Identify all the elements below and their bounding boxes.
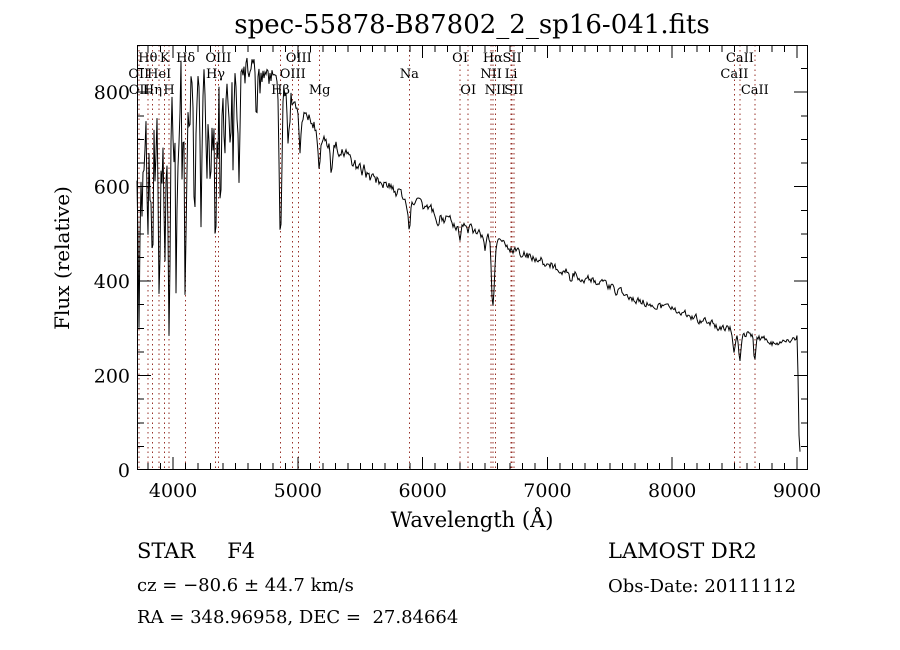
y-tick-label: 400 — [94, 271, 130, 293]
x-tick-label: 4000 — [149, 480, 197, 502]
spectral-line-label: OII — [129, 83, 150, 98]
x-tick-label: 5000 — [274, 480, 322, 502]
plot-frame — [136, 44, 809, 471]
classification-text: STAR F4 — [137, 539, 255, 563]
spectral-line-label: CaII — [726, 51, 754, 66]
spectral-line-label: Hβ — [271, 83, 290, 98]
x-tick-label: 8000 — [648, 480, 696, 502]
spectral-line-label: SII — [503, 51, 522, 66]
spectral-line-label: CaII — [720, 67, 748, 82]
spectral-line-label: Hγ — [206, 67, 225, 82]
spectral-line-label: SII — [504, 83, 523, 98]
spectral-line-label: CaII — [741, 83, 769, 98]
class-label: STAR — [137, 539, 196, 563]
spectral-line-label: Hη — [143, 83, 162, 98]
y-axis-label: Flux (relative) — [50, 186, 74, 330]
y-tick-label: 0 — [118, 460, 130, 482]
y-tick-label: 200 — [94, 366, 130, 388]
spectral-line-label: NII — [485, 83, 507, 98]
spectral-line-label: K — [160, 51, 170, 66]
x-axis-label: Wavelength (Å) — [390, 508, 554, 532]
survey-label: LAMOST DR2 — [608, 539, 757, 563]
spectral-line-label: Hθ — [138, 51, 157, 66]
cz-text: cz = −80.6 ± 44.7 km/s — [137, 575, 354, 596]
spectral-line-label: Hδ — [176, 51, 195, 66]
subclass-label: F4 — [227, 539, 256, 563]
spectral-line-label: NII — [480, 67, 502, 82]
spectral-line-label: H — [163, 83, 174, 98]
x-tick-label: 7000 — [523, 480, 571, 502]
spectral-line-label: OI — [452, 51, 468, 66]
spectrum-trace — [136, 57, 801, 452]
spectral-line-label: OIII — [280, 67, 306, 82]
spectral-line-label: OI — [460, 83, 476, 98]
spectral-line-label: Na — [400, 67, 419, 82]
plot-title: spec-55878-B87802_2_sp16-041.fits — [234, 10, 710, 40]
y-tick-label: 600 — [94, 177, 130, 199]
spectral-line-label: Mg — [309, 83, 331, 98]
coords-text: RA = 348.96958, DEC = 27.84664 — [137, 607, 459, 628]
spectral-line-label: OIII — [286, 51, 312, 66]
y-tick-label: 800 — [94, 82, 130, 104]
spectral-line-label: Hα — [483, 51, 503, 66]
obs-date-text: Obs-Date: 20111112 — [608, 576, 797, 597]
x-tick-label: 6000 — [398, 480, 446, 502]
spectral-line-label: Li — [505, 67, 518, 82]
x-tick-label: 9000 — [773, 480, 821, 502]
spectral-line-label: OII — [128, 67, 149, 82]
spectral-line-label: OIII — [205, 51, 231, 66]
spectral-line-label: HeI — [147, 67, 171, 82]
